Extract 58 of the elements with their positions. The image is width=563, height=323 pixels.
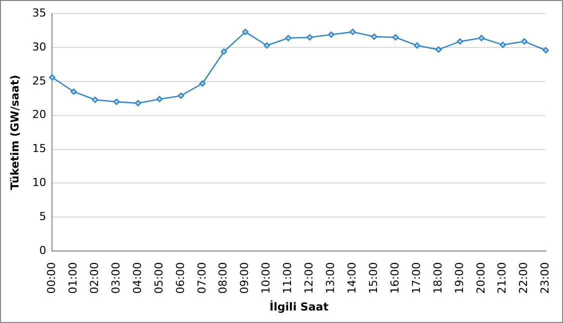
point <box>414 42 420 49</box>
x-tick-label: 10:00 <box>260 262 273 294</box>
point <box>328 31 334 38</box>
point <box>306 34 313 40</box>
point <box>542 47 549 54</box>
x-tick-label: 09:00 <box>238 262 252 294</box>
x-tick-label: 08:00 <box>216 262 230 294</box>
y-tick-label: 15 <box>32 142 46 156</box>
y-tick-label: 20 <box>32 108 46 122</box>
point <box>178 92 184 99</box>
point <box>113 98 120 105</box>
point <box>134 100 142 106</box>
point <box>285 34 292 42</box>
y-tick-label: 5 <box>39 210 46 224</box>
x-tick-label: 18:00 <box>431 262 444 294</box>
x-tick-label: 00:00 <box>45 262 58 294</box>
x-tick-label: 01:00 <box>66 262 80 294</box>
point <box>242 28 248 36</box>
x-tick-label: 19:00 <box>452 262 466 294</box>
point <box>49 74 56 81</box>
point <box>264 42 270 49</box>
point <box>500 42 506 48</box>
x-tick-label: 20:00 <box>474 262 488 294</box>
x-tick-label: 16:00 <box>388 262 402 294</box>
x-tick-label: 13:00 <box>324 262 338 294</box>
x-tick-label: 17:00 <box>410 262 423 294</box>
y-tick-label: 35 <box>32 6 46 20</box>
y-tick-label: 10 <box>32 176 46 190</box>
point <box>92 96 98 103</box>
y-tick-label: 25 <box>32 74 46 88</box>
x-tick-label: 05:00 <box>152 262 166 294</box>
x-tick-label: 07:00 <box>195 262 208 294</box>
y-tick-label: 30 <box>32 40 46 54</box>
x-tick-label: 14:00 <box>346 262 359 294</box>
x-tick-label: 23:00 <box>538 262 552 294</box>
x-axis-title: İlgili Saat <box>270 299 328 314</box>
point <box>350 28 356 36</box>
x-tick-label: 03:00 <box>109 262 122 294</box>
x-tick-label: 21:00 <box>496 262 509 294</box>
y-axis-title: Tüketim (GW/saat) <box>8 74 22 190</box>
x-tick-label: 22:00 <box>517 262 530 294</box>
point <box>370 34 378 40</box>
x-tick-label: 12:00 <box>302 262 316 294</box>
y-tick-label: 0 <box>39 244 46 257</box>
point <box>199 80 206 87</box>
point <box>392 34 399 40</box>
point <box>70 88 77 95</box>
x-tick-label: 11:00 <box>281 262 294 294</box>
point <box>521 38 528 45</box>
point <box>220 48 228 55</box>
x-tick-label: 02:00 <box>88 262 101 294</box>
x-tick-label: 15:00 <box>366 262 380 294</box>
x-tick-label: 06:00 <box>174 262 187 294</box>
point <box>456 38 464 45</box>
x-tick-label: 04:00 <box>130 262 144 294</box>
point <box>478 34 485 42</box>
point <box>156 96 163 102</box>
point <box>435 46 442 53</box>
